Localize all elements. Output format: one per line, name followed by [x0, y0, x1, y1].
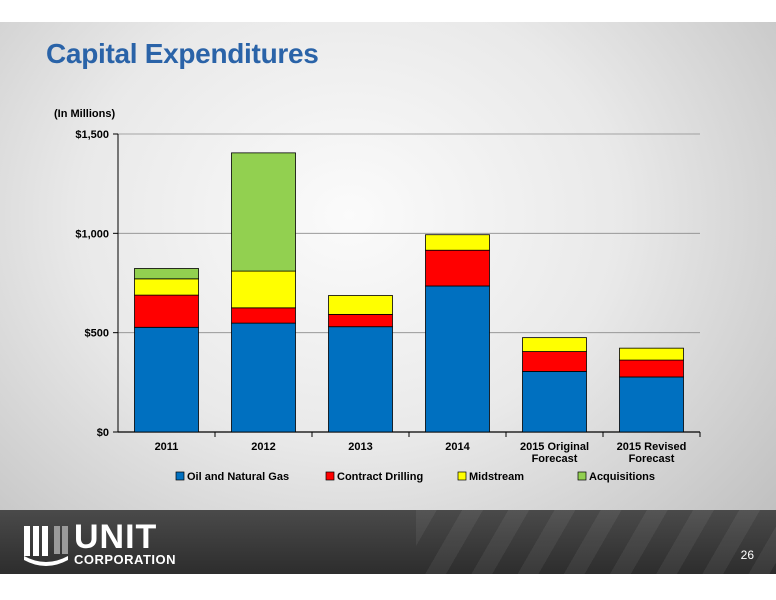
bar-segment-contract-drilling: [231, 307, 296, 324]
bar-segment-oil-and-natural-gas: [231, 322, 296, 433]
bars: [134, 152, 684, 433]
bar-segment-oil-and-natural-gas: [619, 376, 684, 433]
legend-label: Oil and Natural Gas: [187, 471, 289, 483]
bar-segment-contract-drilling: [522, 351, 587, 372]
unit-logo-icon: [24, 526, 68, 566]
legend: Oil and Natural Gas Contract Drilling Mids…: [175, 471, 655, 483]
bar-segment-contract-drilling: [619, 359, 684, 378]
bar-segment-midstream: [522, 337, 587, 352]
logo-wordmark: UNIT: [74, 518, 158, 556]
bar-segment-contract-drilling: [328, 313, 393, 328]
bar-segment-contract-drilling: [425, 249, 490, 287]
bar-segment-contract-drilling: [134, 294, 199, 328]
legend-label: Acquisitions: [589, 471, 655, 483]
x-tick-label: 2014: [445, 441, 470, 453]
x-tick-label: 2015 Original: [520, 441, 589, 453]
bar-segment-oil-and-natural-gas: [522, 371, 587, 433]
y-tick-label: $1,000: [75, 228, 109, 240]
bar-segment-midstream: [134, 278, 199, 296]
x-tick-label: 2013: [348, 441, 372, 453]
x-tick-label: 2012: [251, 441, 275, 453]
bar-segment-oil-and-natural-gas: [328, 326, 393, 433]
bar-segment-oil-and-natural-gas: [425, 285, 490, 433]
x-tick-label: Forecast: [532, 453, 578, 465]
x-tick-label: 2011: [155, 441, 179, 453]
y-tick-label: $500: [85, 328, 109, 340]
stacked-bar-chart: $0 $500 $1,000 $1,500 2011 2012 2013 2014 2015 …: [75, 129, 701, 483]
logo-subtitle: CORPORATION: [74, 552, 177, 567]
y-tick-label: $0: [97, 427, 109, 439]
bar-segment-midstream: [328, 295, 393, 315]
legend-label: Contract Drilling: [337, 471, 423, 483]
bar-segment-oil-and-natural-gas: [134, 326, 199, 433]
legend-swatch: [457, 471, 467, 481]
legend-label: Midstream: [469, 471, 524, 483]
units-label: (In Millions): [54, 108, 116, 120]
x-tick-label: Forecast: [629, 453, 675, 465]
bar-segment-midstream: [231, 270, 296, 309]
x-tick-label: 2015 Revised: [617, 441, 687, 453]
x-axis-ticks: 2011 2012 2013 2014 2015 OriginalForecast201…: [155, 432, 701, 465]
bar-segment-midstream: [425, 234, 490, 251]
y-axis-ticks: $0 $500 $1,000 $1,500: [75, 129, 109, 439]
legend-swatch: [577, 471, 587, 481]
legend-swatch: [325, 471, 335, 481]
page-title: Capital Expenditures: [46, 38, 319, 69]
y-tick-label: $1,500: [75, 129, 109, 141]
legend-swatch: [175, 471, 185, 481]
footer-bar: [0, 510, 776, 574]
bar-segment-acquisitions: [134, 268, 199, 280]
bar-segment-acquisitions: [231, 152, 296, 272]
page-number: 26: [740, 548, 754, 562]
gridlines: [113, 133, 700, 433]
bar-segment-midstream: [619, 347, 684, 361]
footer-stripes: [416, 510, 776, 574]
